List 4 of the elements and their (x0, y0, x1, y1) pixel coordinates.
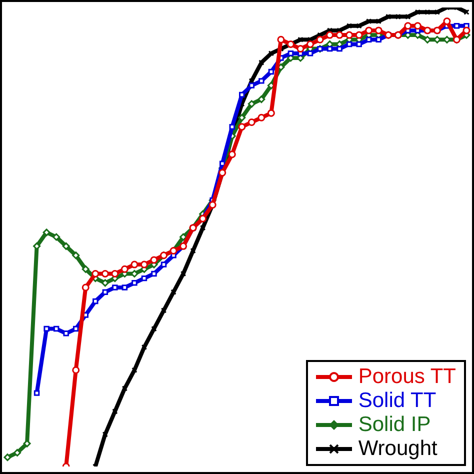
legend-label: Solid IP (358, 413, 431, 437)
legend-label: Solid TT (358, 389, 436, 413)
legend-label: Porous TT (358, 365, 456, 389)
legend-label: Wrought (358, 437, 438, 461)
